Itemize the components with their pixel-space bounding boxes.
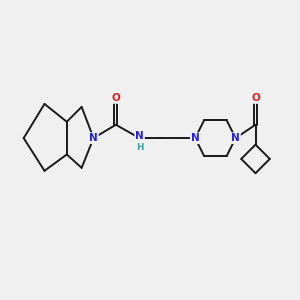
Text: N: N xyxy=(89,133,98,143)
Text: O: O xyxy=(251,93,260,103)
Text: O: O xyxy=(111,93,120,103)
Text: H: H xyxy=(136,142,143,152)
Text: N: N xyxy=(191,133,200,143)
Text: N: N xyxy=(135,131,144,141)
Text: N: N xyxy=(231,133,240,143)
